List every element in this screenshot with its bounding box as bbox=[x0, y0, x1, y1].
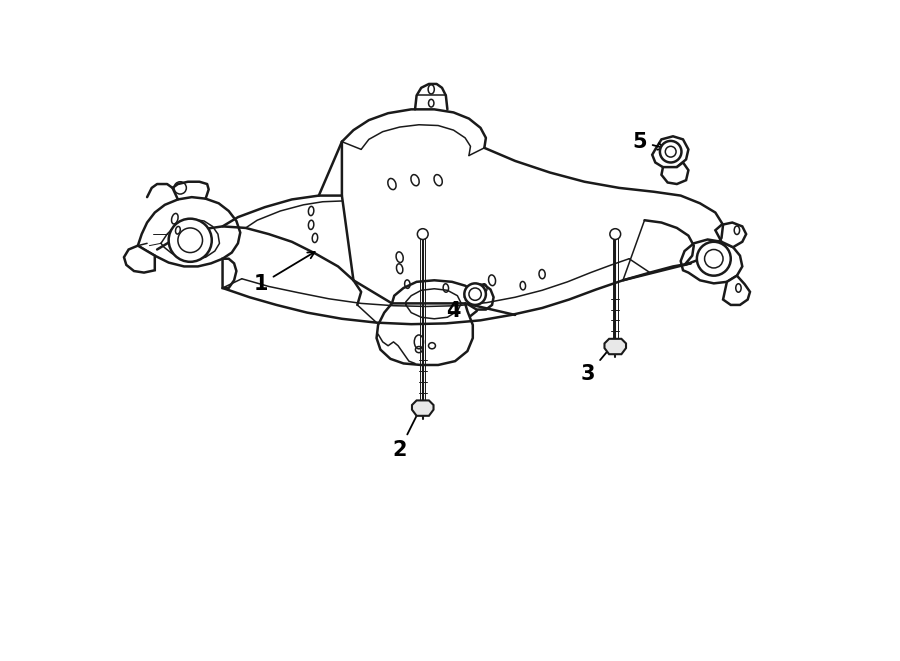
Polygon shape bbox=[392, 280, 481, 324]
Polygon shape bbox=[716, 223, 746, 247]
Circle shape bbox=[610, 229, 621, 239]
Polygon shape bbox=[723, 276, 750, 305]
Polygon shape bbox=[662, 163, 688, 184]
Polygon shape bbox=[412, 401, 434, 416]
Polygon shape bbox=[124, 246, 155, 272]
Polygon shape bbox=[222, 258, 237, 288]
Polygon shape bbox=[652, 136, 688, 169]
Circle shape bbox=[697, 242, 731, 276]
Polygon shape bbox=[605, 339, 626, 354]
Circle shape bbox=[660, 141, 681, 163]
Text: 5: 5 bbox=[633, 132, 664, 151]
Text: 3: 3 bbox=[581, 346, 612, 384]
Circle shape bbox=[168, 219, 212, 262]
Text: 1: 1 bbox=[254, 252, 315, 294]
Polygon shape bbox=[680, 239, 742, 284]
Text: 4: 4 bbox=[446, 295, 472, 321]
Polygon shape bbox=[138, 197, 240, 266]
Polygon shape bbox=[376, 303, 472, 365]
Circle shape bbox=[464, 284, 486, 305]
Circle shape bbox=[418, 229, 428, 239]
Text: 2: 2 bbox=[392, 408, 420, 459]
Polygon shape bbox=[467, 284, 493, 309]
